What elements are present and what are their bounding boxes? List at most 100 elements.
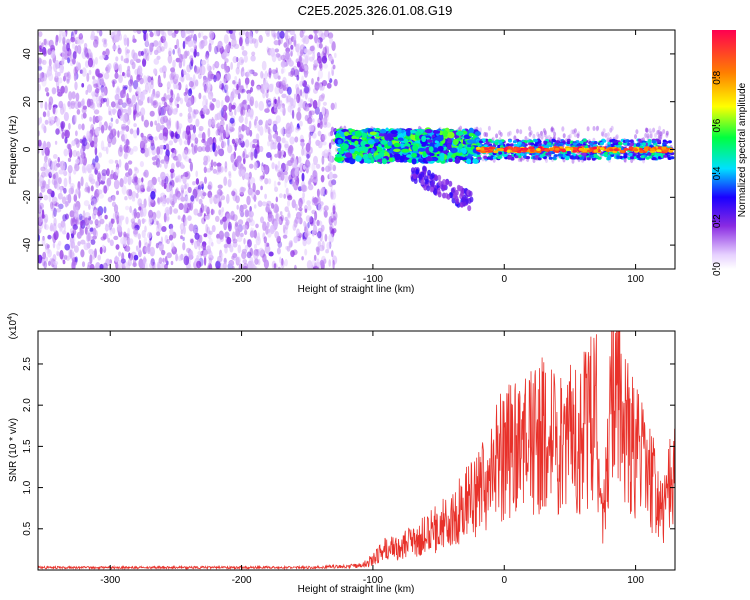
spectrogram-cell	[331, 173, 338, 179]
spectrogram-cell	[115, 87, 121, 96]
spectrogram-cell	[127, 160, 133, 165]
spectrogram-cell	[487, 125, 491, 131]
spectrogram-cell	[97, 210, 101, 217]
spectrogram-cell	[169, 73, 175, 81]
spectrogram-cell	[656, 153, 661, 157]
spectrogram-cell	[279, 211, 283, 216]
spectrogram-cell	[76, 61, 80, 70]
spectrogram-cell	[90, 164, 94, 171]
spectrogram-cell	[39, 45, 42, 50]
spectrogram-cell	[254, 120, 258, 129]
spectrogram-cell	[279, 256, 282, 264]
spectrogram-cell	[128, 189, 133, 197]
spectrogram-cell	[122, 108, 128, 113]
spectrogram-cell	[507, 146, 513, 150]
spectrogram-cell	[43, 218, 48, 225]
spectrogram-cell	[316, 219, 320, 226]
spectrogram-cell	[136, 103, 140, 113]
spectrogram-cell	[47, 249, 52, 258]
spectrogram-cell	[213, 74, 217, 83]
spectrogram-cell	[281, 163, 286, 170]
spectrogram-cell	[102, 146, 108, 152]
spectrogram-cell	[367, 139, 375, 145]
spectrogram-cell	[166, 81, 171, 90]
spectrogram-cell	[330, 191, 334, 200]
spectrogram-cell	[628, 153, 633, 157]
spectrogram-cell	[143, 169, 149, 178]
spectrogram-cell	[329, 37, 334, 44]
spectrogram-cell	[97, 220, 101, 228]
spectrogram-cell	[179, 76, 185, 82]
spectrogram-cell	[208, 230, 213, 235]
spectrogram-cell	[216, 112, 221, 121]
spectrogram-cell	[191, 40, 197, 48]
spectrogram-cell	[287, 195, 293, 201]
spectrogram-cell	[298, 120, 303, 127]
spectrogram-cell	[124, 196, 128, 201]
spectrogram-cell	[274, 153, 279, 158]
spectrogram-cell	[250, 79, 255, 87]
spectrogram-cell	[670, 156, 675, 160]
spectrogram-cell	[648, 128, 652, 134]
spectrogram-cell	[354, 140, 359, 146]
spectrogram-cell	[235, 195, 240, 204]
spectrogram-cell	[254, 100, 259, 109]
spectrogram-cell	[317, 241, 322, 248]
spectrogram-cell	[151, 146, 157, 156]
spectrogram-cell	[663, 154, 667, 158]
spectrogram-cell	[245, 41, 250, 47]
spectrogram-cell	[187, 215, 192, 222]
spectrogram-cell	[264, 164, 269, 175]
spectrogram-cell	[87, 232, 91, 242]
spectrogram-cell	[81, 83, 85, 88]
spectrogram-cell	[64, 85, 68, 94]
spectrogram-cell	[268, 132, 272, 142]
spectrogram-cell	[125, 205, 130, 211]
spectrogram-cell	[198, 198, 203, 205]
spectrogram-cell	[133, 123, 137, 128]
spectrogram-cell	[265, 203, 270, 214]
spectrogram-cell	[260, 71, 264, 79]
spectrogram-cell	[148, 83, 152, 94]
spectrogram-cell	[79, 221, 84, 226]
spectrogram-cell	[327, 148, 332, 157]
spectrogram-cell	[38, 63, 42, 71]
spectrogram-cell	[279, 100, 283, 106]
spectrogram-cell	[508, 139, 512, 143]
spectrogram-cell	[110, 101, 116, 108]
spectrogram-cell	[166, 238, 171, 245]
spectrogram-cell	[317, 98, 321, 108]
spectrogram-cell	[310, 98, 313, 106]
spectrogram-cell	[138, 239, 142, 249]
spectrogram-cell	[81, 123, 85, 131]
spectrogram-cell	[447, 143, 452, 150]
spectrogram-cell	[322, 101, 327, 106]
spectrogram-cell	[263, 236, 267, 244]
spectrogram-cell	[121, 215, 125, 221]
spectrogram-cell	[457, 185, 462, 192]
spectrogram-cell	[82, 156, 87, 166]
spectrogram-cell	[81, 164, 86, 174]
spectrogram-cell	[321, 93, 325, 99]
spectrogram-cell	[253, 119, 257, 126]
spectrogram-cell	[324, 233, 328, 242]
spectrogram-cell	[251, 38, 257, 44]
spectrogram-cell	[534, 155, 539, 159]
spectrogram-cell	[287, 37, 293, 45]
spectrogram-cell	[120, 55, 124, 62]
spectrogram-cell	[235, 66, 240, 75]
spectrogram-cell	[158, 243, 164, 248]
spectrogram-cell	[144, 225, 147, 233]
spectrogram-cell	[355, 155, 362, 162]
spectrogram-cell	[328, 180, 334, 187]
spectrogram-cell	[163, 93, 167, 103]
spectrogram-cell	[91, 198, 97, 207]
spectrogram-cell	[650, 152, 655, 156]
spectrogram-cell	[47, 48, 52, 55]
spectrogram-cell	[97, 73, 103, 78]
spectrogram-cell	[647, 139, 652, 143]
spectrogram-cell	[312, 170, 318, 180]
spectrogram-cell	[122, 71, 125, 77]
spectrogram-cell	[42, 111, 47, 118]
spectrogram-cell	[537, 133, 541, 139]
